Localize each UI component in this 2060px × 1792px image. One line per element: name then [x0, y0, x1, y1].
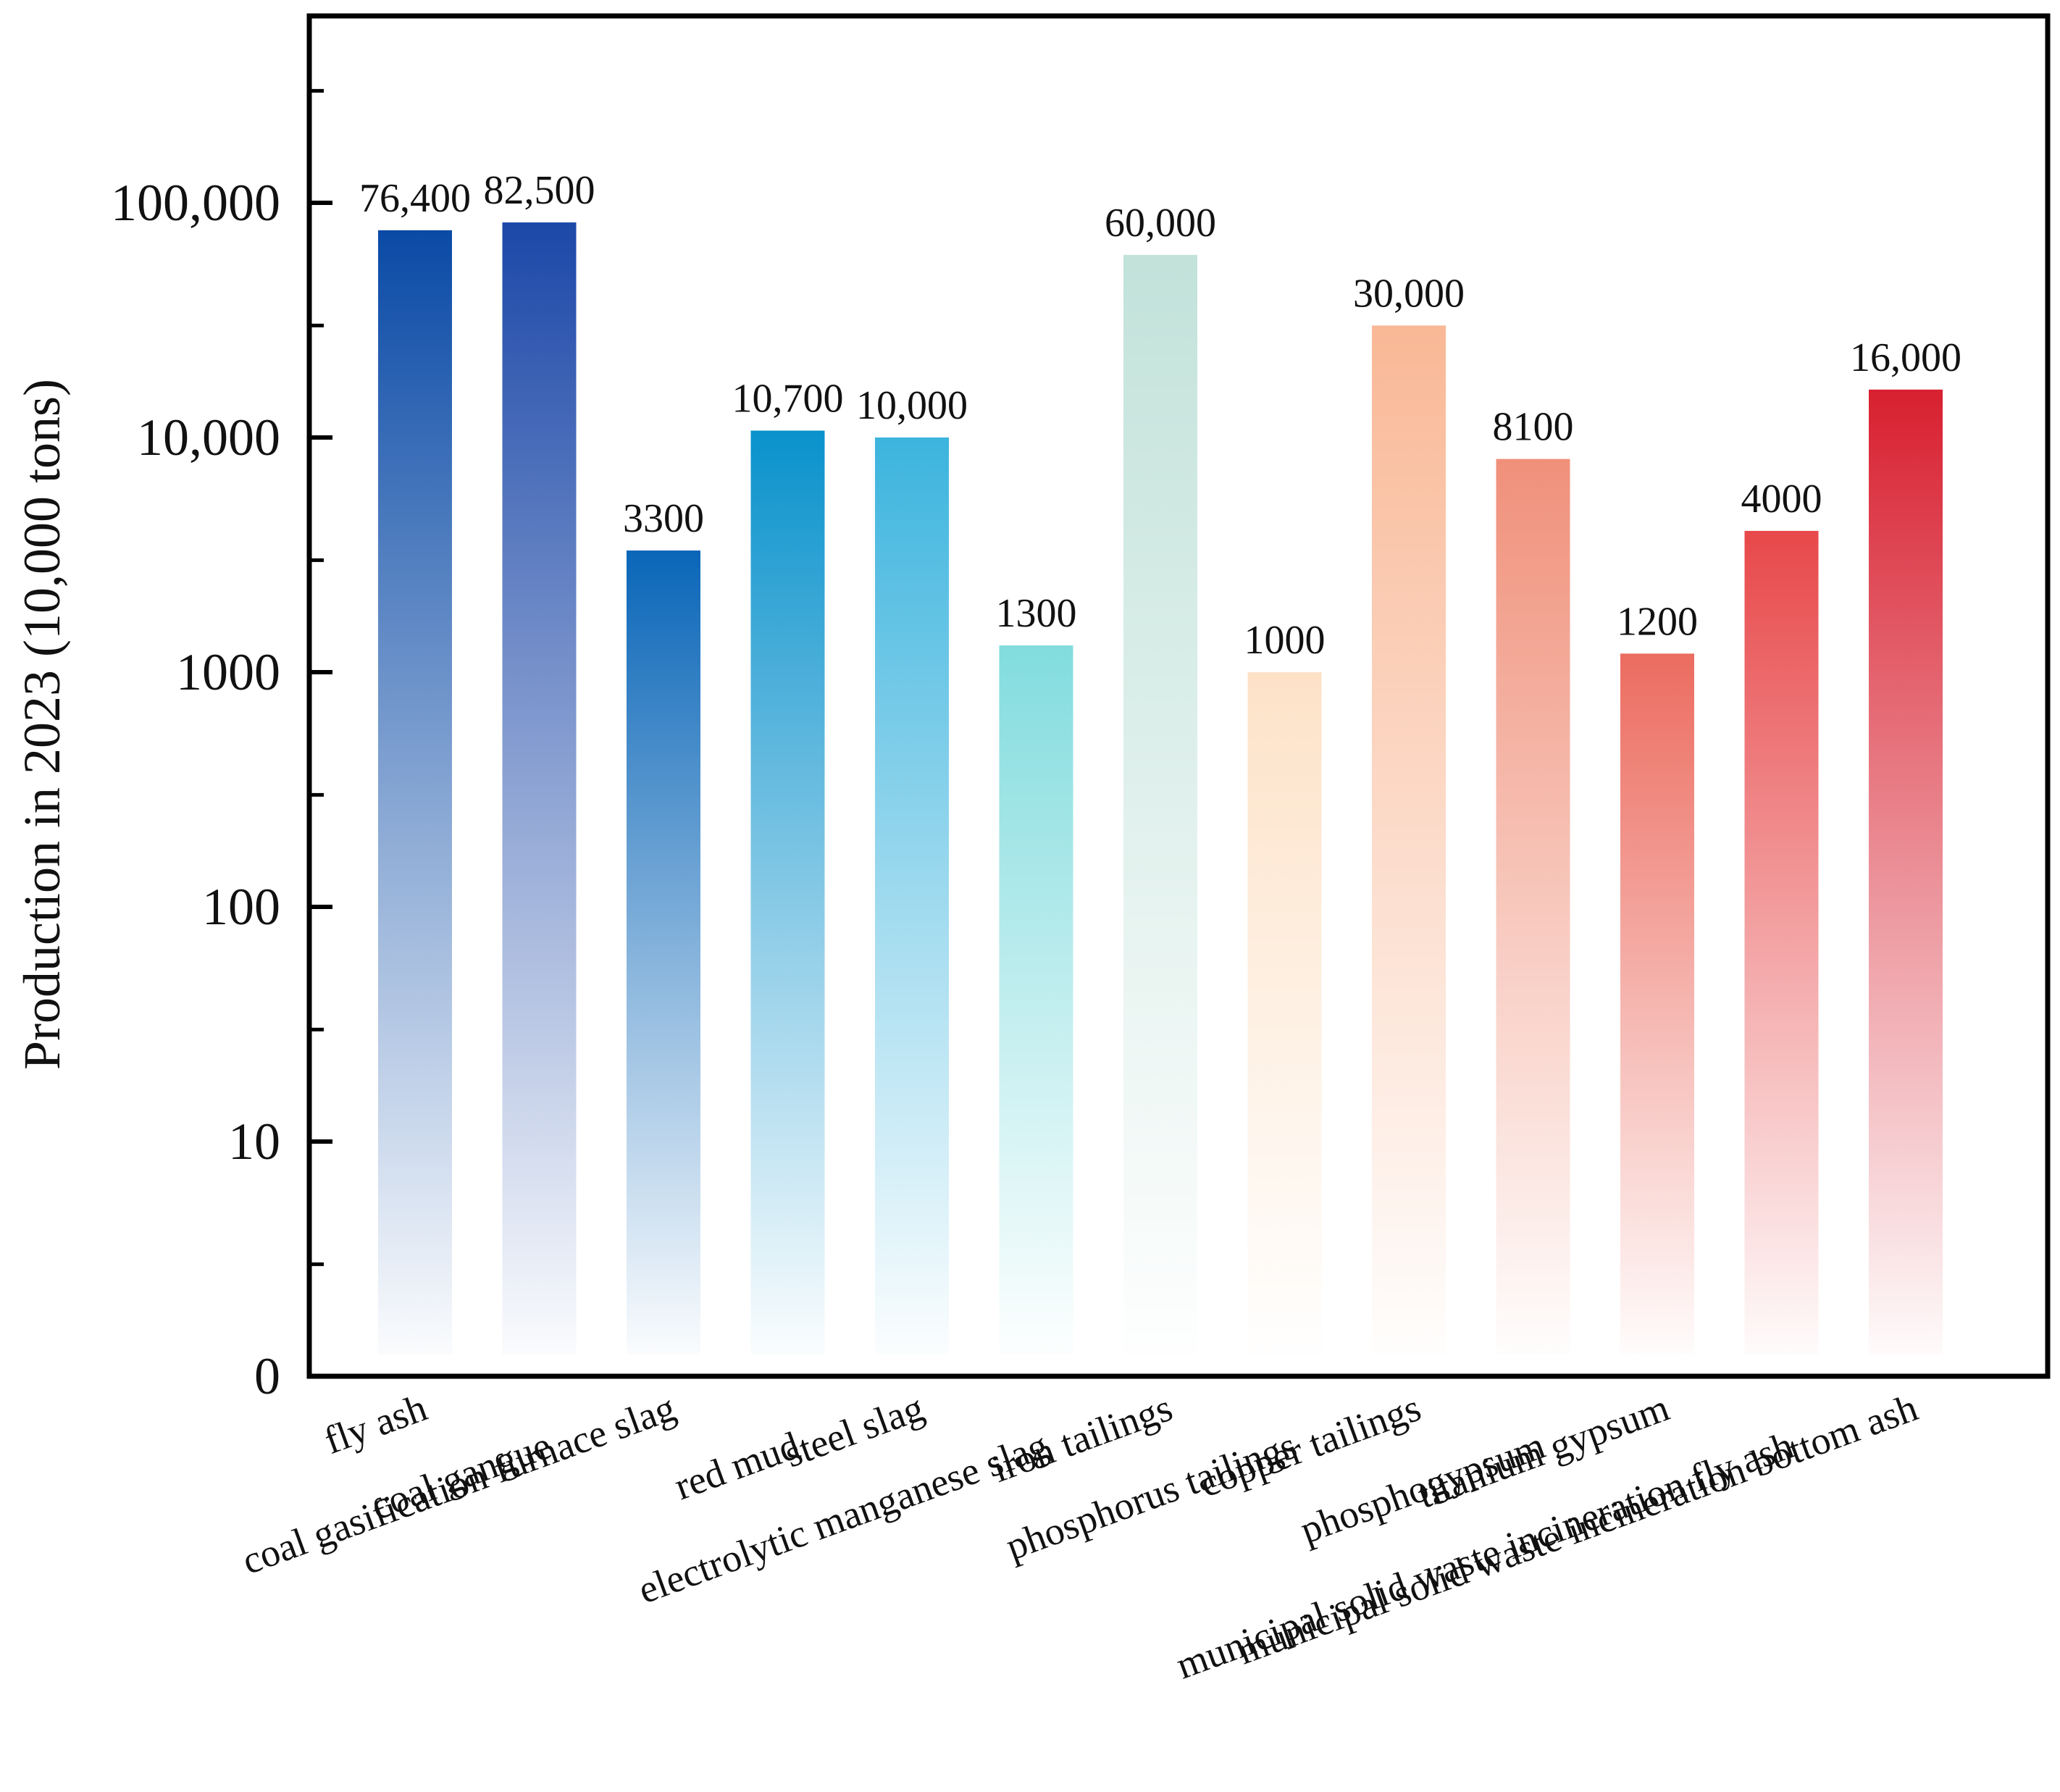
data-label: 4000 — [1741, 477, 1822, 522]
bar — [1744, 530, 1819, 1355]
data-label: 76,400 — [359, 176, 471, 221]
bar — [1496, 459, 1570, 1355]
y-tick-label: 10 — [228, 1113, 280, 1171]
bar — [1372, 325, 1446, 1355]
y-tick-label: 100 — [202, 878, 280, 936]
bar — [378, 230, 452, 1355]
data-label: 82,500 — [484, 168, 595, 213]
data-label: 1300 — [996, 591, 1077, 636]
y-tick-label: 10,000 — [137, 409, 280, 466]
data-label: 8100 — [1493, 405, 1574, 450]
bar — [999, 645, 1073, 1355]
y-tick-label: 0 — [254, 1347, 280, 1405]
bar — [750, 430, 825, 1355]
bar — [1247, 672, 1322, 1355]
data-label: 1000 — [1244, 618, 1326, 663]
data-label: 1200 — [1617, 599, 1698, 644]
data-label: 16,000 — [1850, 335, 1961, 380]
bar — [1123, 254, 1197, 1355]
data-label: 60,000 — [1105, 201, 1216, 246]
plot-frame — [306, 13, 2051, 1379]
bar — [1620, 653, 1694, 1355]
bar — [875, 437, 949, 1355]
bar — [502, 222, 577, 1355]
y-axis-title: Production in 2023 (10,000 tons) — [13, 379, 71, 1070]
bar — [627, 550, 700, 1355]
data-label: 30,000 — [1353, 271, 1465, 316]
bars-layer — [378, 222, 1943, 1355]
data-label: 10,000 — [856, 383, 968, 428]
y-axis-ticks: 0 10 100 1000 10,000 100,000 — [111, 88, 332, 1405]
y-tick-label: 100,000 — [111, 174, 280, 232]
data-label: 10,700 — [732, 376, 844, 421]
data-label: 3300 — [623, 496, 704, 541]
bar — [1869, 389, 1943, 1355]
value-labels: 76,400 82,500 3300 10,700 10,000 1300 60,000 10… — [359, 168, 1961, 663]
y-tick-label: 1000 — [176, 643, 280, 701]
